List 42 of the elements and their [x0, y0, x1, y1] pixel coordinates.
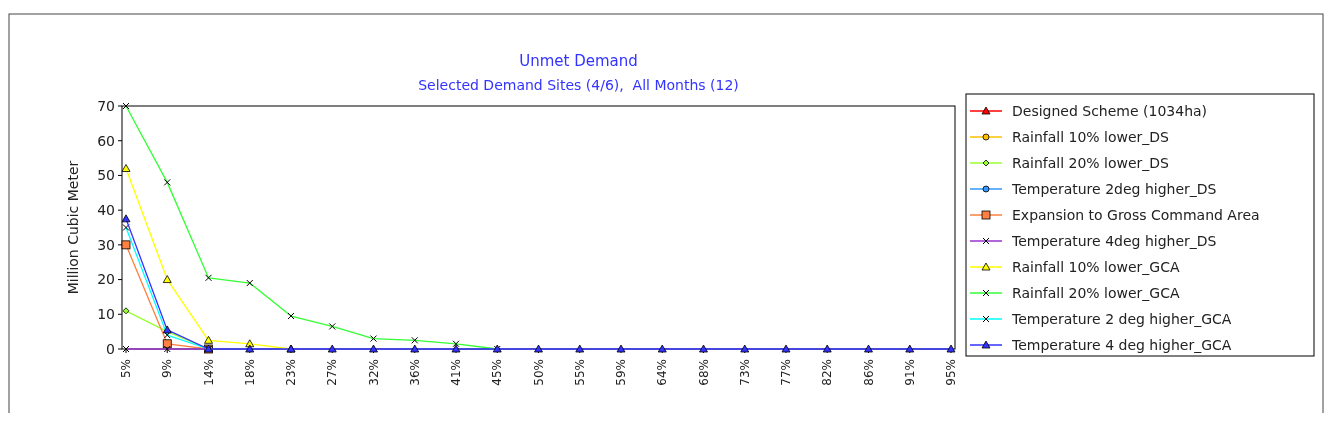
x-tick-label: 14%	[201, 359, 216, 386]
x-tick-label: 45%	[490, 359, 505, 386]
x-tick-label: 77%	[779, 359, 793, 386]
x-tick-label: 86%	[861, 359, 876, 386]
x-tick-label: 82%	[820, 359, 835, 386]
legend-label: Rainfall 20% lower_GCA	[1012, 284, 1180, 301]
legend-label: Expansion to Gross Command Area	[1012, 206, 1260, 223]
x-tick-label: 9%	[160, 359, 175, 379]
x-tick-label: 41%	[449, 359, 463, 386]
legend-label: Rainfall 10% lower_GCA	[1012, 258, 1180, 275]
y-tick-label: 40	[97, 202, 115, 219]
y-tick-label: 30	[97, 236, 115, 253]
legend-label: Temperature 2deg higher_DS	[1011, 180, 1217, 197]
y-tick-label: 60	[97, 132, 115, 149]
y-tick-label: 70	[97, 97, 115, 114]
x-tick-label: 55%	[572, 359, 587, 386]
legend-label: Temperature 4 deg higher_GCA	[1011, 336, 1232, 353]
legend-label: Rainfall 20% lower_DS	[1012, 154, 1170, 171]
chart-title: Unmet Demand	[519, 52, 638, 70]
y-tick-label: 20	[97, 271, 115, 288]
x-tick-label: 27%	[325, 359, 340, 386]
x-tick-label: 68%	[696, 359, 711, 386]
x-tick-label: 36%	[407, 359, 422, 386]
x-tick-label: 18%	[242, 359, 257, 386]
x-tick-label: 5%	[119, 359, 133, 379]
legend-label: Temperature 4deg higher_DS	[1011, 232, 1217, 249]
chart-subtitle: Selected Demand Sites (4/6), All Months (12)	[418, 77, 739, 93]
y-tick-label: 10	[97, 306, 115, 323]
y-tick-label: 50	[97, 167, 115, 184]
x-tick-label: 59%	[614, 359, 628, 386]
x-tick-label: 32%	[366, 359, 381, 386]
legend-label: Temperature 2 deg higher_GCA	[1011, 310, 1232, 327]
legend-label: Rainfall 10% lower_DS	[1012, 128, 1170, 145]
x-tick-label: 64%	[655, 359, 670, 386]
x-tick-label: 73%	[737, 359, 752, 386]
y-tick-label: 0	[106, 340, 115, 357]
legend-label: Designed Scheme (1034ha)	[1012, 102, 1208, 119]
x-tick-label: 23%	[284, 359, 298, 386]
y-axis-title: Million Cubic Meter	[65, 160, 81, 295]
x-tick-label: 95%	[944, 359, 958, 386]
x-tick-label: 50%	[531, 359, 546, 386]
x-tick-label: 91%	[902, 359, 917, 386]
